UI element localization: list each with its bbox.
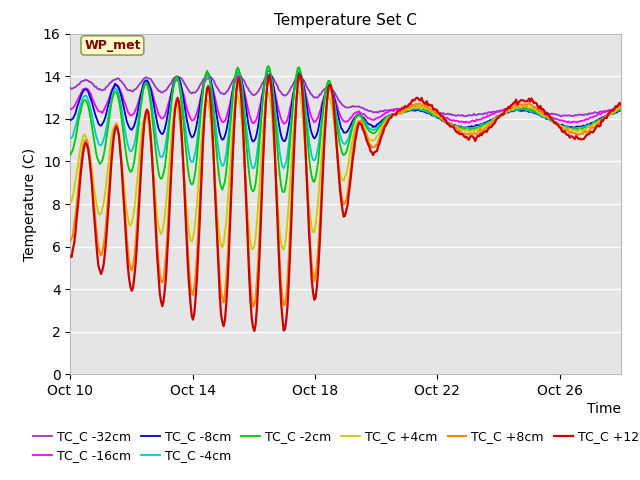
TC_C -16cm [617,104,625,110]
TC_C +12cm [67,253,74,259]
Line: TC_C -8cm: TC_C -8cm [70,70,621,142]
Y-axis label: Temperature (C): Temperature (C) [24,147,37,261]
TC_C -2cm [504,108,512,114]
TC_C -2cm [617,107,625,113]
TC_C +4cm [295,88,303,94]
Line: TC_C +12cm: TC_C +12cm [70,75,621,331]
TC_C +4cm [388,112,396,118]
TC_C +4cm [573,129,581,134]
TC_C -4cm [493,114,500,120]
TC_C -32cm [573,112,581,118]
Line: TC_C -2cm: TC_C -2cm [70,66,621,192]
TC_C -16cm [109,86,116,92]
TC_C -2cm [67,152,74,157]
TC_C +4cm [617,106,625,111]
TC_C -8cm [504,109,512,115]
TC_C -4cm [451,124,459,130]
TC_C +4cm [504,108,512,114]
TC_C +8cm [249,304,257,310]
TC_C -16cm [67,107,74,112]
TC_C -4cm [109,93,116,98]
TC_C -16cm [493,108,500,114]
TC_C -8cm [109,87,116,93]
TC_C -8cm [67,118,74,123]
TC_C -8cm [493,113,500,119]
TC_C +8cm [295,74,303,80]
TC_C -32cm [503,108,511,113]
TC_C -8cm [264,67,272,73]
TC_C -32cm [450,112,458,118]
TC_C -4cm [264,66,272,72]
TC_C +8cm [451,124,459,130]
TC_C -32cm [67,85,74,91]
TC_C -2cm [451,123,459,129]
TC_C +8cm [617,104,625,109]
TC_C +12cm [250,328,258,334]
TC_C +8cm [67,238,74,244]
TC_C -2cm [280,189,287,195]
Line: TC_C -4cm: TC_C -4cm [70,69,621,168]
TC_C -16cm [573,120,581,125]
TC_C +12cm [504,104,512,109]
TC_C -8cm [249,139,257,144]
TC_C -32cm [617,106,625,112]
Line: TC_C +4cm: TC_C +4cm [70,91,621,250]
TC_C -16cm [388,108,396,113]
TC_C +8cm [388,113,396,119]
TC_C -16cm [504,105,512,111]
TC_C +12cm [451,127,459,132]
TC_C -4cm [280,165,287,171]
TC_C -8cm [617,108,625,113]
TC_C +4cm [280,247,287,252]
TC_C -16cm [266,72,273,78]
TC_C -4cm [573,126,581,132]
Text: Time: Time [587,402,621,416]
TC_C +12cm [296,72,304,78]
Text: WP_met: WP_met [84,39,141,52]
TC_C +4cm [451,124,459,130]
TC_C -4cm [617,108,625,113]
TC_C +4cm [109,129,116,134]
TC_C +12cm [109,147,116,153]
TC_C -8cm [573,123,581,129]
TC_C -2cm [573,126,581,132]
TC_C -2cm [493,115,500,120]
Title: Temperature Set C: Temperature Set C [274,13,417,28]
TC_C -4cm [504,108,512,114]
TC_C -8cm [388,111,396,117]
TC_C +8cm [573,131,581,137]
TC_C +12cm [573,135,581,141]
Legend: TC_C -32cm, TC_C -16cm, TC_C -8cm, TC_C -4cm, TC_C -2cm, TC_C +4cm, TC_C +8cm, T: TC_C -32cm, TC_C -16cm, TC_C -8cm, TC_C … [28,425,640,467]
TC_C -32cm [109,77,116,83]
TC_C +12cm [493,116,500,121]
TC_C +12cm [617,102,625,108]
TC_C -8cm [451,122,459,128]
TC_C -2cm [109,95,116,101]
TC_C -32cm [492,109,499,115]
TC_C +4cm [493,115,500,121]
TC_C -2cm [388,112,396,118]
TC_C -2cm [264,63,272,69]
TC_C +8cm [109,139,116,145]
TC_C -16cm [451,118,459,124]
Line: TC_C -32cm: TC_C -32cm [70,74,621,117]
TC_C -16cm [280,121,287,127]
TC_C +8cm [504,107,512,113]
TC_C +12cm [388,112,396,118]
TC_C -32cm [557,114,564,120]
TC_C -4cm [67,135,74,141]
TC_C -32cm [387,107,395,113]
TC_C +4cm [67,200,74,205]
TC_C -32cm [264,72,272,77]
Line: TC_C -16cm: TC_C -16cm [70,75,621,124]
TC_C +8cm [493,114,500,120]
Line: TC_C +8cm: TC_C +8cm [70,77,621,307]
TC_C -4cm [388,111,396,117]
